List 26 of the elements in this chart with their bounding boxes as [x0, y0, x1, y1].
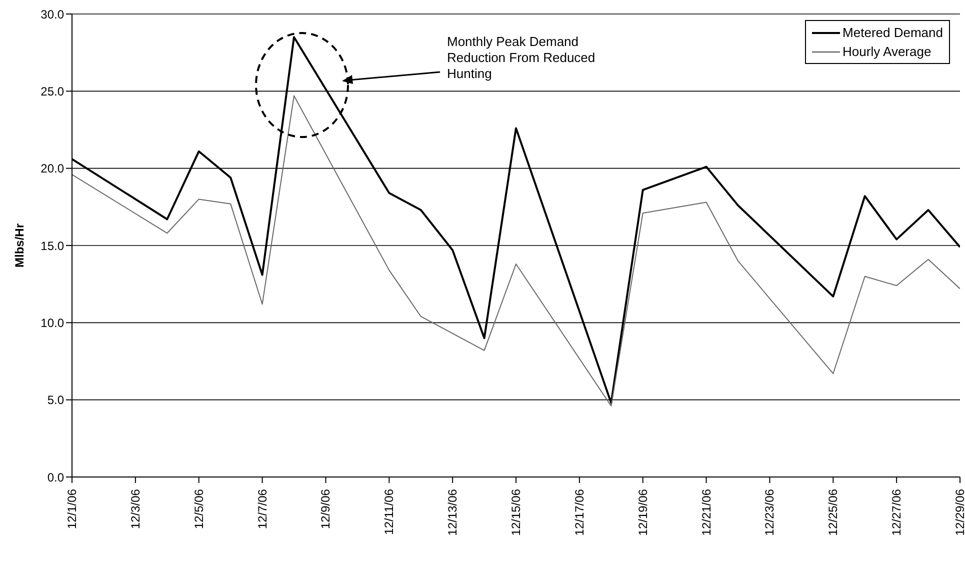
x-tick-label: 12/11/06 [382, 488, 396, 535]
y-tick-label: 10.0 [40, 316, 64, 330]
y-tick-label: 15.0 [40, 238, 64, 253]
x-tick-label: 12/1/06 [65, 488, 79, 530]
x-tick-label: 12/9/06 [318, 488, 333, 530]
x-tick-label: 12/15/06 [509, 488, 523, 536]
x-tick-label: 12/13/06 [446, 488, 460, 536]
annotation: Monthly Peak Demand Reduction From Reduced Hunting [447, 34, 596, 82]
y-tick-label: 25.0 [40, 84, 64, 98]
y-axis-title: Mlbs/Hr [12, 223, 26, 268]
x-tick-label: 12/3/06 [128, 488, 142, 530]
y-tick-label: 30.0 [40, 7, 64, 22]
x-tick-label: 12/17/06 [572, 488, 586, 536]
legend-label: Hourly Average [842, 43, 932, 61]
x-tick-label: 12/19/06 [636, 488, 650, 536]
y-tick-label: 0.0 [47, 470, 64, 484]
x-tick-label: 12/29/06 [953, 488, 965, 536]
x-tick-label: 12/21/06 [699, 488, 714, 536]
y-tick-label: 5.0 [47, 393, 64, 408]
x-tick-label: 12/5/06 [192, 488, 206, 530]
x-tick-label: 12/25/06 [826, 488, 840, 536]
legend-label: Metered Demand [842, 24, 943, 42]
x-tick-label: 12/27/06 [890, 488, 904, 536]
x-tick-label: 12/7/06 [255, 488, 270, 530]
x-tick-label: 12/23/06 [762, 488, 777, 536]
y-tick-label: 20.0 [40, 162, 64, 176]
